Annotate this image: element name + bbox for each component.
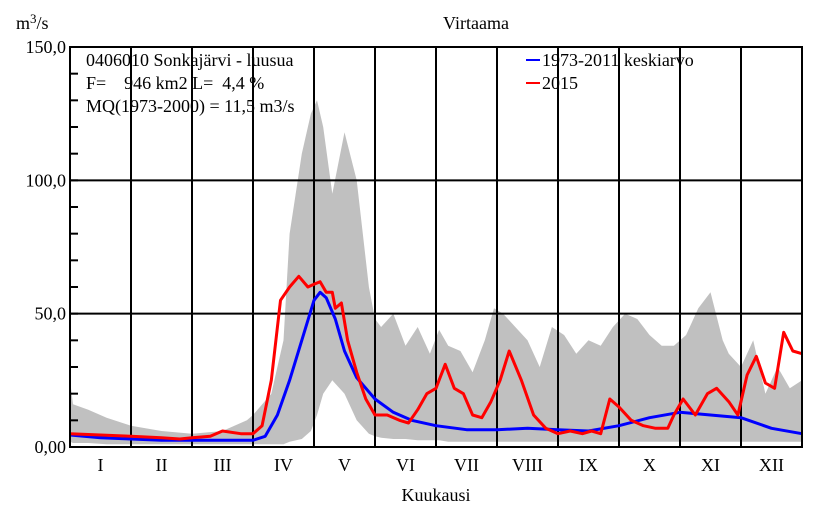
x-tick-label: III — [214, 455, 232, 475]
y-tick-label: 100,0 — [26, 170, 67, 190]
x-tick-label: I — [98, 455, 104, 475]
chart-title: Virtaama — [443, 13, 509, 33]
x-tick-label: XI — [701, 455, 720, 475]
y-tick-labels: 0,00 50,0 100,0 150,0 — [26, 37, 67, 457]
y-axis-label-base: m — [16, 13, 30, 33]
x-tick-label: II — [156, 455, 168, 475]
x-tick-label: VII — [454, 455, 479, 475]
x-tick-label: V — [338, 455, 351, 475]
plot-frame — [69, 46, 803, 448]
x-tick-label: XII — [759, 455, 784, 475]
x-tick-label: VIII — [512, 455, 543, 475]
y-axis-label-sup: 3 — [30, 11, 37, 26]
x-tick-labels: I II III IV V VI VII VIII IX X XI XII — [98, 455, 785, 475]
x-tick-label: IX — [579, 455, 598, 475]
station-mean-flow: MQ(1973-2000) = 11,5 m3/s — [86, 96, 294, 117]
grid — [70, 47, 802, 447]
series-line-mean — [69, 290, 803, 442]
station-area: F= 946 km2 L= 4,4 % — [86, 73, 264, 93]
legend-label-2015: 2015 — [542, 73, 578, 93]
y-tick-label: 50,0 — [35, 304, 67, 324]
y-axis-label: m3/s — [16, 11, 49, 33]
series-layer — [69, 274, 803, 442]
y-axis-label-tail: /s — [37, 13, 49, 33]
y-tick-label: 0,00 — [35, 437, 67, 457]
station-name: 0406010 Sonkajärvi - luusua — [86, 50, 293, 70]
legend-label-mean: 1973-2011 keskiarvo — [542, 50, 694, 70]
x-tick-label: X — [643, 455, 656, 475]
series-line-2015 — [69, 274, 803, 441]
y-ticks — [70, 46, 78, 448]
x-tick-label: IV — [274, 455, 293, 475]
y-tick-label: 150,0 — [26, 37, 67, 57]
x-axis-label: Kuukausi — [402, 485, 471, 505]
x-tick-label: VI — [396, 455, 415, 475]
